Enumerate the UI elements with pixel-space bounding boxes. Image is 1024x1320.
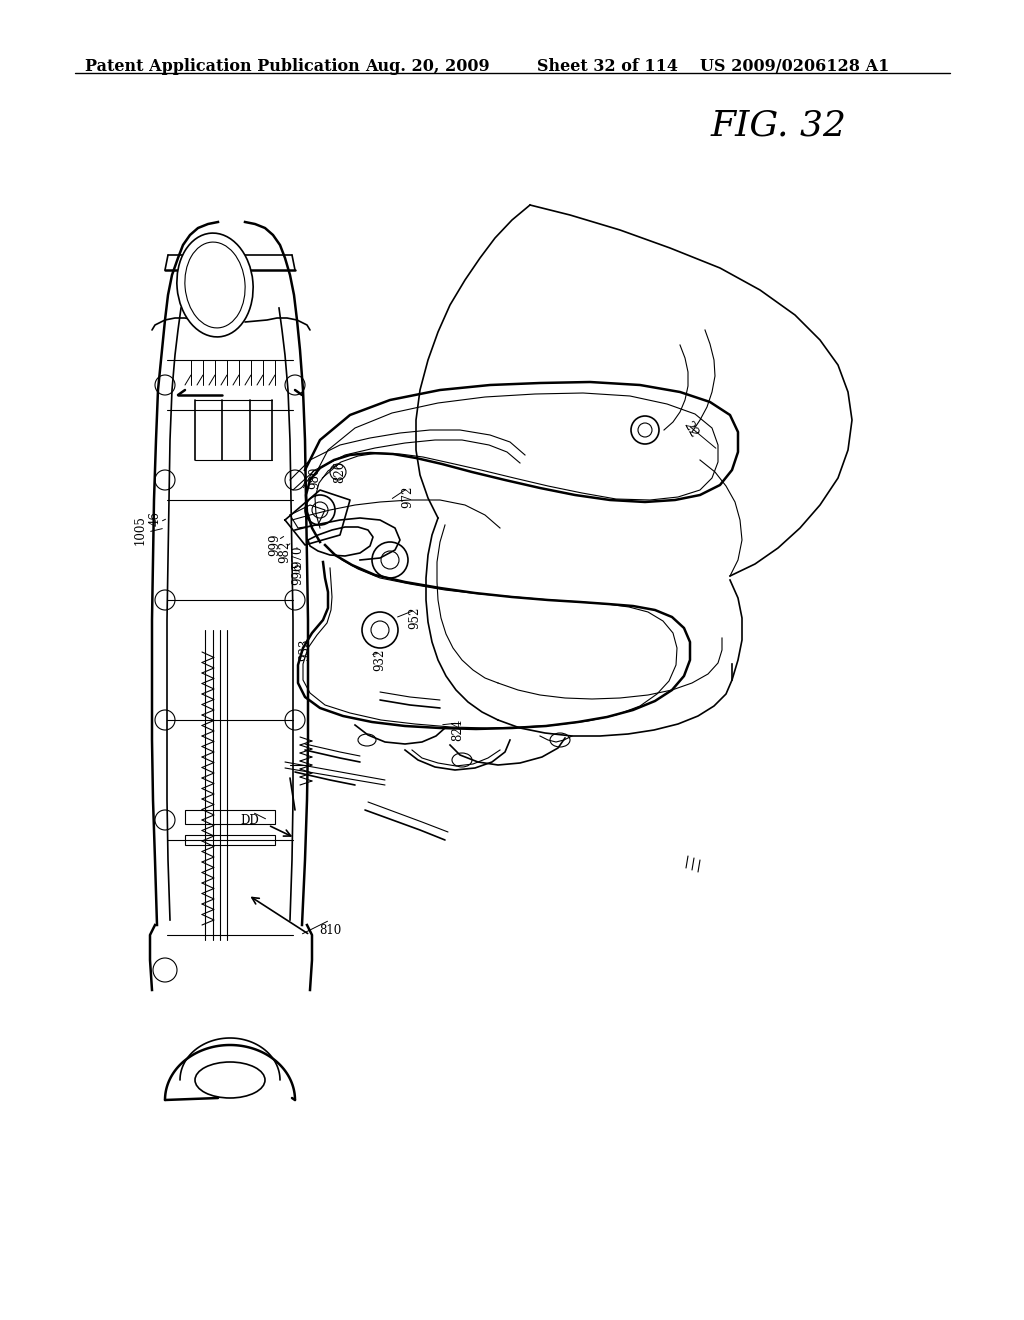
Text: Patent Application Publication: Patent Application Publication <box>85 58 359 75</box>
Text: 810: 810 <box>318 924 341 936</box>
Text: 982: 982 <box>279 541 292 564</box>
Text: DD: DD <box>241 813 259 826</box>
Bar <box>185 810 275 824</box>
Text: 933: 933 <box>299 639 311 661</box>
Bar <box>185 836 275 845</box>
Text: 1005: 1005 <box>133 515 146 545</box>
Ellipse shape <box>177 234 253 337</box>
Text: Aug. 20, 2009: Aug. 20, 2009 <box>365 58 489 75</box>
Text: 932: 932 <box>374 649 386 671</box>
Text: 996: 996 <box>292 562 304 585</box>
Text: 980: 980 <box>308 467 322 490</box>
Text: 824: 824 <box>452 719 465 741</box>
Text: 999: 999 <box>268 533 282 556</box>
Text: 952: 952 <box>409 607 422 630</box>
Text: FIG. 32: FIG. 32 <box>711 108 846 143</box>
Text: 972: 972 <box>401 486 415 508</box>
Text: Sheet 32 of 114: Sheet 32 of 114 <box>537 58 678 75</box>
Text: 970: 970 <box>292 545 304 568</box>
Text: 22: 22 <box>680 420 699 441</box>
Text: 826: 826 <box>334 461 346 483</box>
Text: US 2009/0206128 A1: US 2009/0206128 A1 <box>700 58 890 75</box>
Text: 46: 46 <box>148 511 162 525</box>
